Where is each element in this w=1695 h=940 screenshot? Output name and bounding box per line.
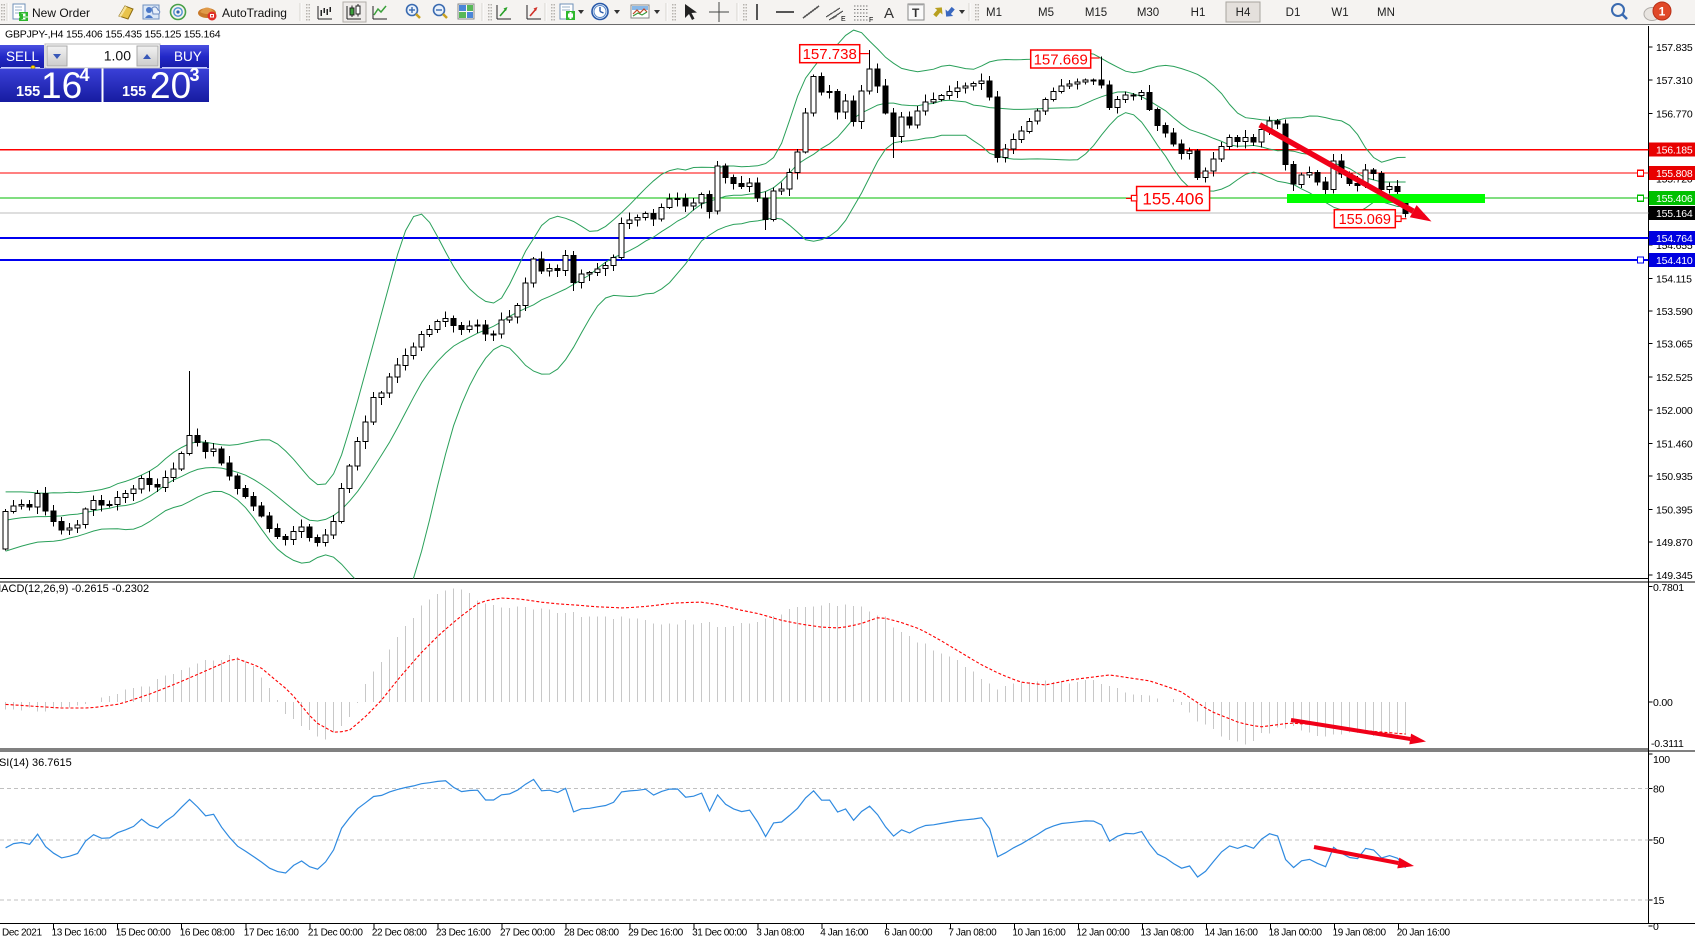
svg-text:20: 20: [150, 65, 191, 106]
svg-text:31 Dec 00:00: 31 Dec 00:00: [692, 928, 748, 939]
svg-text:153.065: 153.065: [1656, 339, 1693, 351]
svg-text:D1: D1: [1286, 7, 1301, 19]
svg-text:149.345: 149.345: [1656, 570, 1693, 582]
svg-text:RSI(14) 36.7615: RSI(14) 36.7615: [0, 757, 72, 769]
svg-text:28 Dec 08:00: 28 Dec 08:00: [564, 928, 620, 939]
svg-text:19 Jan 08:00: 19 Jan 08:00: [1333, 928, 1387, 939]
svg-text:16: 16: [41, 65, 82, 106]
svg-text:10 Jan 16:00: 10 Jan 16:00: [1012, 928, 1066, 939]
svg-text:157.310: 157.310: [1656, 75, 1693, 87]
svg-text:E: E: [841, 16, 846, 23]
svg-text:-0.3111: -0.3111: [1651, 738, 1684, 750]
svg-text:M5: M5: [1038, 7, 1054, 19]
svg-text:155: 155: [122, 84, 146, 100]
svg-text:18 Jan 00:00: 18 Jan 00:00: [1269, 928, 1323, 939]
svg-text:4 Jan 16:00: 4 Jan 16:00: [820, 928, 869, 939]
svg-text:T: T: [912, 6, 920, 20]
svg-text:154.764: 154.764: [1656, 233, 1693, 245]
svg-text:14 Jan 16:00: 14 Jan 16:00: [1205, 928, 1259, 939]
svg-text:1: 1: [1659, 5, 1666, 19]
svg-text:New Order: New Order: [32, 6, 90, 20]
svg-text:H1: H1: [1191, 7, 1206, 19]
svg-text:A: A: [884, 5, 894, 22]
svg-text:0.7801: 0.7801: [1653, 582, 1684, 594]
svg-text:3: 3: [190, 65, 200, 85]
svg-text:21 Dec 00:00: 21 Dec 00:00: [308, 928, 364, 939]
svg-text:155.069: 155.069: [1339, 212, 1391, 228]
svg-text:3 Jan 08:00: 3 Jan 08:00: [756, 928, 805, 939]
svg-text:155.406: 155.406: [1142, 190, 1203, 209]
svg-text:152.000: 152.000: [1656, 405, 1693, 417]
svg-text:153.590: 153.590: [1656, 306, 1693, 318]
svg-text:156.185: 156.185: [1656, 145, 1693, 157]
svg-text:M15: M15: [1085, 7, 1107, 19]
svg-text:157.835: 157.835: [1656, 42, 1693, 54]
svg-text:Dec 2021: Dec 2021: [2, 928, 42, 939]
svg-text:155.164: 155.164: [1656, 208, 1693, 220]
svg-text:MN: MN: [1377, 7, 1395, 19]
svg-text:29 Dec 16:00: 29 Dec 16:00: [628, 928, 684, 939]
svg-text:155.808: 155.808: [1656, 168, 1693, 180]
svg-text:AutoTrading: AutoTrading: [222, 6, 287, 20]
svg-text:157.669: 157.669: [1034, 51, 1088, 68]
svg-text:1.00: 1.00: [104, 48, 131, 64]
svg-text:15 Dec 00:00: 15 Dec 00:00: [116, 928, 172, 939]
svg-text:22 Dec 08:00: 22 Dec 08:00: [372, 928, 428, 939]
svg-text:MACD(12,26,9) -0.2615 -0.2302: MACD(12,26,9) -0.2615 -0.2302: [0, 583, 149, 595]
svg-text:23 Dec 16:00: 23 Dec 16:00: [436, 928, 492, 939]
svg-text:150.935: 150.935: [1656, 471, 1693, 483]
svg-text:27 Dec 00:00: 27 Dec 00:00: [500, 928, 556, 939]
svg-text:157.738: 157.738: [803, 46, 857, 63]
svg-text:7 Jan 08:00: 7 Jan 08:00: [948, 928, 997, 939]
svg-text:M1: M1: [986, 7, 1002, 19]
svg-text:17 Dec 16:00: 17 Dec 16:00: [244, 928, 300, 939]
svg-text:4: 4: [80, 65, 90, 85]
svg-text:SELL: SELL: [6, 49, 40, 64]
svg-text:GBPJPY-,H4 155.406 155.435 15: GBPJPY-,H4 155.406 155.435 155.125 155.1…: [5, 29, 221, 41]
svg-text:0: 0: [1653, 921, 1659, 933]
svg-text:151.460: 151.460: [1656, 438, 1693, 450]
svg-text:6 Jan 00:00: 6 Jan 00:00: [884, 928, 933, 939]
svg-text:154.410: 154.410: [1656, 255, 1693, 267]
svg-text:155: 155: [16, 84, 40, 100]
svg-text:149.870: 149.870: [1656, 537, 1693, 549]
svg-text:155.406: 155.406: [1656, 193, 1693, 205]
svg-text:H4: H4: [1236, 7, 1251, 19]
svg-text:16 Dec 08:00: 16 Dec 08:00: [180, 928, 236, 939]
svg-text:150.395: 150.395: [1656, 505, 1693, 517]
svg-text:156.770: 156.770: [1656, 108, 1693, 120]
svg-text:M30: M30: [1137, 7, 1159, 19]
svg-text:20 Jan 16:00: 20 Jan 16:00: [1397, 928, 1451, 939]
svg-text:152.525: 152.525: [1656, 372, 1693, 384]
svg-text:80: 80: [1653, 784, 1665, 796]
svg-text:154.115: 154.115: [1656, 273, 1692, 285]
svg-text:12 Jan 00:00: 12 Jan 00:00: [1076, 928, 1130, 939]
svg-text:W1: W1: [1331, 7, 1348, 19]
svg-text:15: 15: [1653, 895, 1665, 907]
svg-text:BUY: BUY: [174, 49, 202, 64]
svg-text:50: 50: [1653, 835, 1665, 847]
svg-text:0.00: 0.00: [1653, 697, 1673, 709]
svg-text:13 Dec 16:00: 13 Dec 16:00: [52, 928, 108, 939]
svg-text:100: 100: [1653, 754, 1670, 766]
svg-text:13 Jan 08:00: 13 Jan 08:00: [1141, 928, 1195, 939]
svg-text:F: F: [869, 17, 873, 24]
